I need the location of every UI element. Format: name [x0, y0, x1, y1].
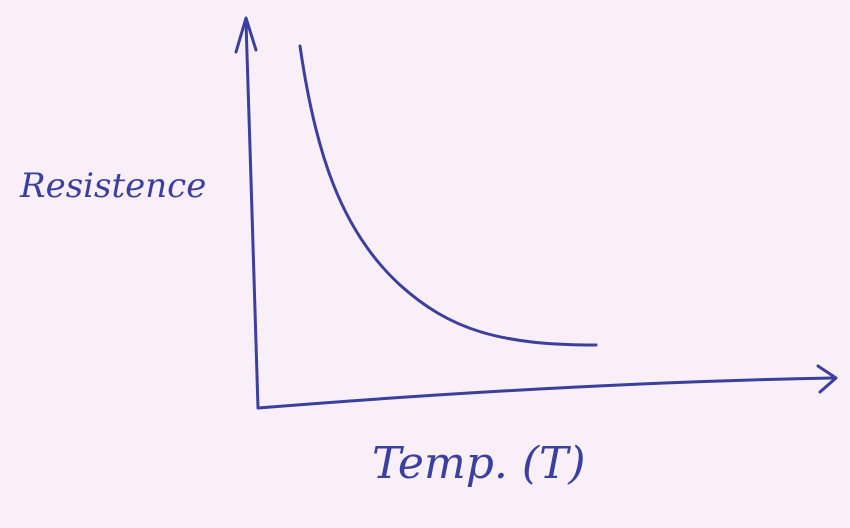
y-axis-label: Resistence: [19, 166, 206, 206]
diagram: Resistence Temp. (T): [0, 0, 850, 528]
x-axis-label: Temp. (T): [372, 438, 586, 489]
